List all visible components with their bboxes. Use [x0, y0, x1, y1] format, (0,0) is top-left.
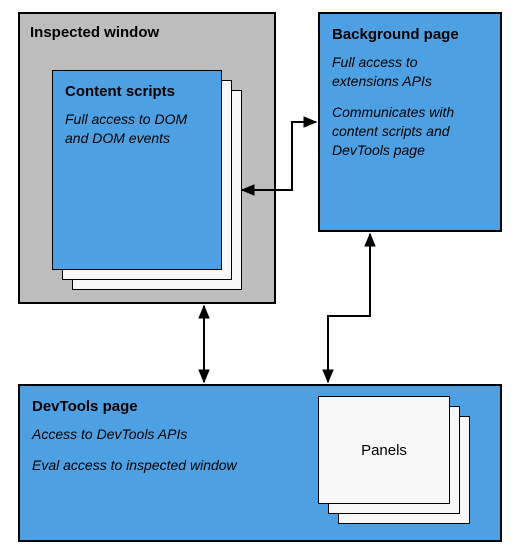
content-scripts-box: Content scripts Full access to DOM and D… — [52, 70, 222, 270]
background-page-desc2: Communicates with content scripts and De… — [332, 103, 488, 160]
diagram-stage: Inspected window Content scripts Full ac… — [0, 0, 522, 556]
background-page-title: Background page — [332, 26, 488, 43]
content-scripts-title: Content scripts — [65, 83, 209, 100]
background-page-box: Background page Full access to extension… — [318, 12, 502, 232]
panels-label: Panels — [361, 442, 407, 459]
content-scripts-desc: Full access to DOM and DOM events — [65, 110, 209, 148]
inspected-window-title: Inspected window — [30, 24, 264, 41]
background-page-desc1: Full access to extensions APIs — [332, 53, 488, 91]
panels-box: Panels — [318, 396, 450, 504]
